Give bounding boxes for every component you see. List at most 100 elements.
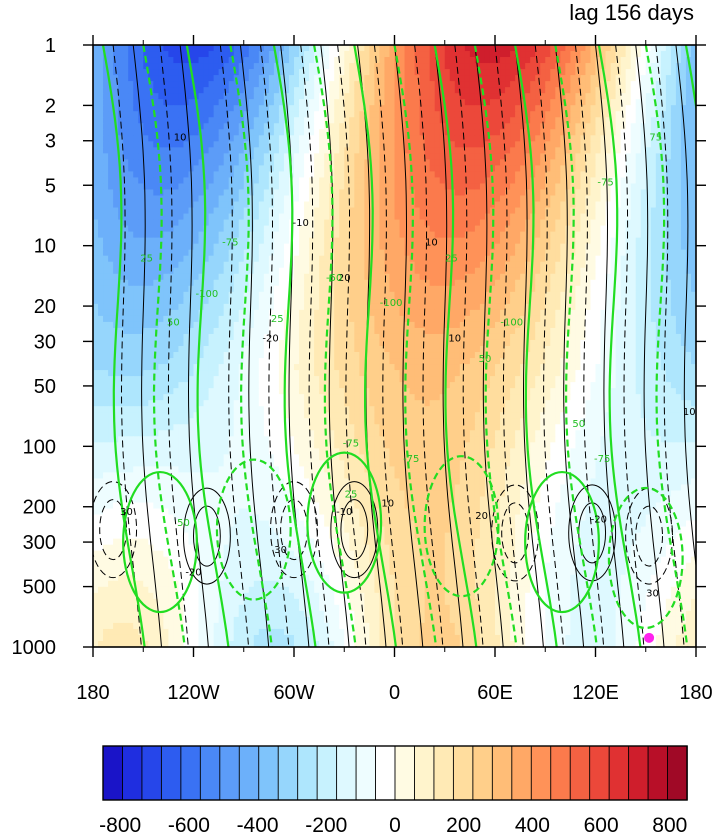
- heat-cell: [655, 279, 662, 287]
- heat-cell: [620, 117, 627, 124]
- heat-cell: [208, 123, 215, 130]
- heat-cell: [314, 111, 320, 118]
- heat-cell: [615, 111, 622, 118]
- heat-cell: [128, 231, 134, 239]
- heat-cell: [655, 213, 662, 221]
- heat-cell: [414, 141, 421, 148]
- heat-cell: [645, 69, 652, 76]
- heat-cell: [294, 93, 300, 100]
- heat-cell: [565, 273, 571, 281]
- heat-cell: [178, 135, 185, 142]
- heat-cell: [520, 207, 526, 215]
- heat-cell: [283, 45, 290, 52]
- heat-cell: [655, 183, 662, 191]
- heat-cell: [399, 63, 406, 70]
- heat-cell: [665, 219, 672, 227]
- heat-cell: [685, 261, 692, 269]
- heat-cell: [123, 267, 129, 275]
- heat-cell: [510, 255, 516, 263]
- heat-cell: [690, 171, 696, 179]
- heat-cell: [344, 219, 350, 227]
- heat-cell: [540, 189, 546, 197]
- heat-cell: [570, 93, 577, 100]
- heat-cell: [168, 279, 175, 287]
- heat-cell: [590, 225, 597, 233]
- heat-cell: [635, 87, 642, 94]
- heat-cell: [369, 273, 376, 281]
- heat-cell: [625, 273, 632, 281]
- heat-cell: [163, 267, 169, 275]
- heat-cell: [459, 243, 466, 251]
- heat-cell: [248, 81, 255, 88]
- heat-cell: [223, 153, 230, 160]
- heat-cell: [690, 111, 696, 118]
- heat-cell: [113, 135, 119, 142]
- heat-cell: [615, 147, 622, 154]
- heat-cell: [238, 117, 245, 124]
- heat-cell: [309, 279, 315, 287]
- heat-cell: [474, 249, 481, 257]
- heat-cell: [685, 51, 692, 58]
- heat-cell: [153, 279, 159, 287]
- heat-cell: [183, 153, 190, 160]
- heat-cell: [565, 141, 571, 148]
- heat-cell: [469, 201, 476, 209]
- heat-cell: [610, 93, 617, 100]
- heat-cell: [489, 237, 496, 245]
- heat-cell: [404, 285, 411, 293]
- heat-cell: [233, 45, 240, 52]
- heat-cell: [515, 273, 521, 281]
- heat-cell: [640, 249, 647, 257]
- heat-cell: [208, 51, 215, 58]
- heat-cell: [123, 291, 129, 299]
- heat-cell: [344, 159, 350, 166]
- heat-cell: [108, 147, 114, 154]
- heat-cell: [198, 69, 205, 76]
- heat-cell: [680, 195, 687, 203]
- heat-cell: [500, 249, 506, 257]
- heat-cell: [434, 93, 441, 100]
- heat-cell: [685, 243, 692, 251]
- heat-cell: [575, 129, 582, 136]
- heat-cell: [560, 129, 566, 136]
- heat-cell: [650, 189, 657, 197]
- heat-cell: [560, 51, 566, 58]
- heat-cell: [103, 165, 109, 173]
- heat-cell: [575, 123, 582, 130]
- heat-cell: [203, 243, 210, 251]
- heat-cell: [429, 105, 436, 112]
- heat-cell: [198, 93, 205, 100]
- heat-cell: [515, 153, 521, 160]
- heat-cell: [193, 261, 200, 269]
- heat-cell: [545, 279, 551, 287]
- heat-cell: [208, 93, 215, 100]
- heat-cell: [364, 45, 370, 52]
- heat-cell: [319, 63, 325, 70]
- heat-cell: [665, 93, 672, 100]
- heat-cell: [103, 249, 109, 257]
- heat-cell: [424, 243, 431, 251]
- heat-cell: [359, 285, 365, 293]
- heat-cell: [479, 219, 486, 227]
- heat-cell: [98, 123, 104, 130]
- heat-cell: [238, 213, 245, 221]
- heat-cell: [359, 273, 365, 281]
- heat-cell: [580, 195, 587, 203]
- heat-cell: [640, 243, 647, 251]
- heat-cell: [233, 177, 240, 185]
- heat-cell: [520, 219, 526, 227]
- heat-cell: [489, 129, 496, 136]
- heat-cell: [535, 81, 541, 88]
- heat-cell: [334, 267, 340, 275]
- heat-cell: [585, 231, 592, 239]
- heat-cell: [218, 225, 225, 233]
- heat-cell: [314, 99, 320, 106]
- heat-cell: [238, 63, 245, 70]
- heat-cell: [404, 87, 411, 94]
- heat-cell: [665, 99, 672, 106]
- heat-cell: [560, 81, 566, 88]
- heat-cell: [178, 153, 185, 160]
- heat-cell: [193, 51, 200, 58]
- heat-cell: [645, 63, 652, 70]
- heat-cell: [620, 81, 627, 88]
